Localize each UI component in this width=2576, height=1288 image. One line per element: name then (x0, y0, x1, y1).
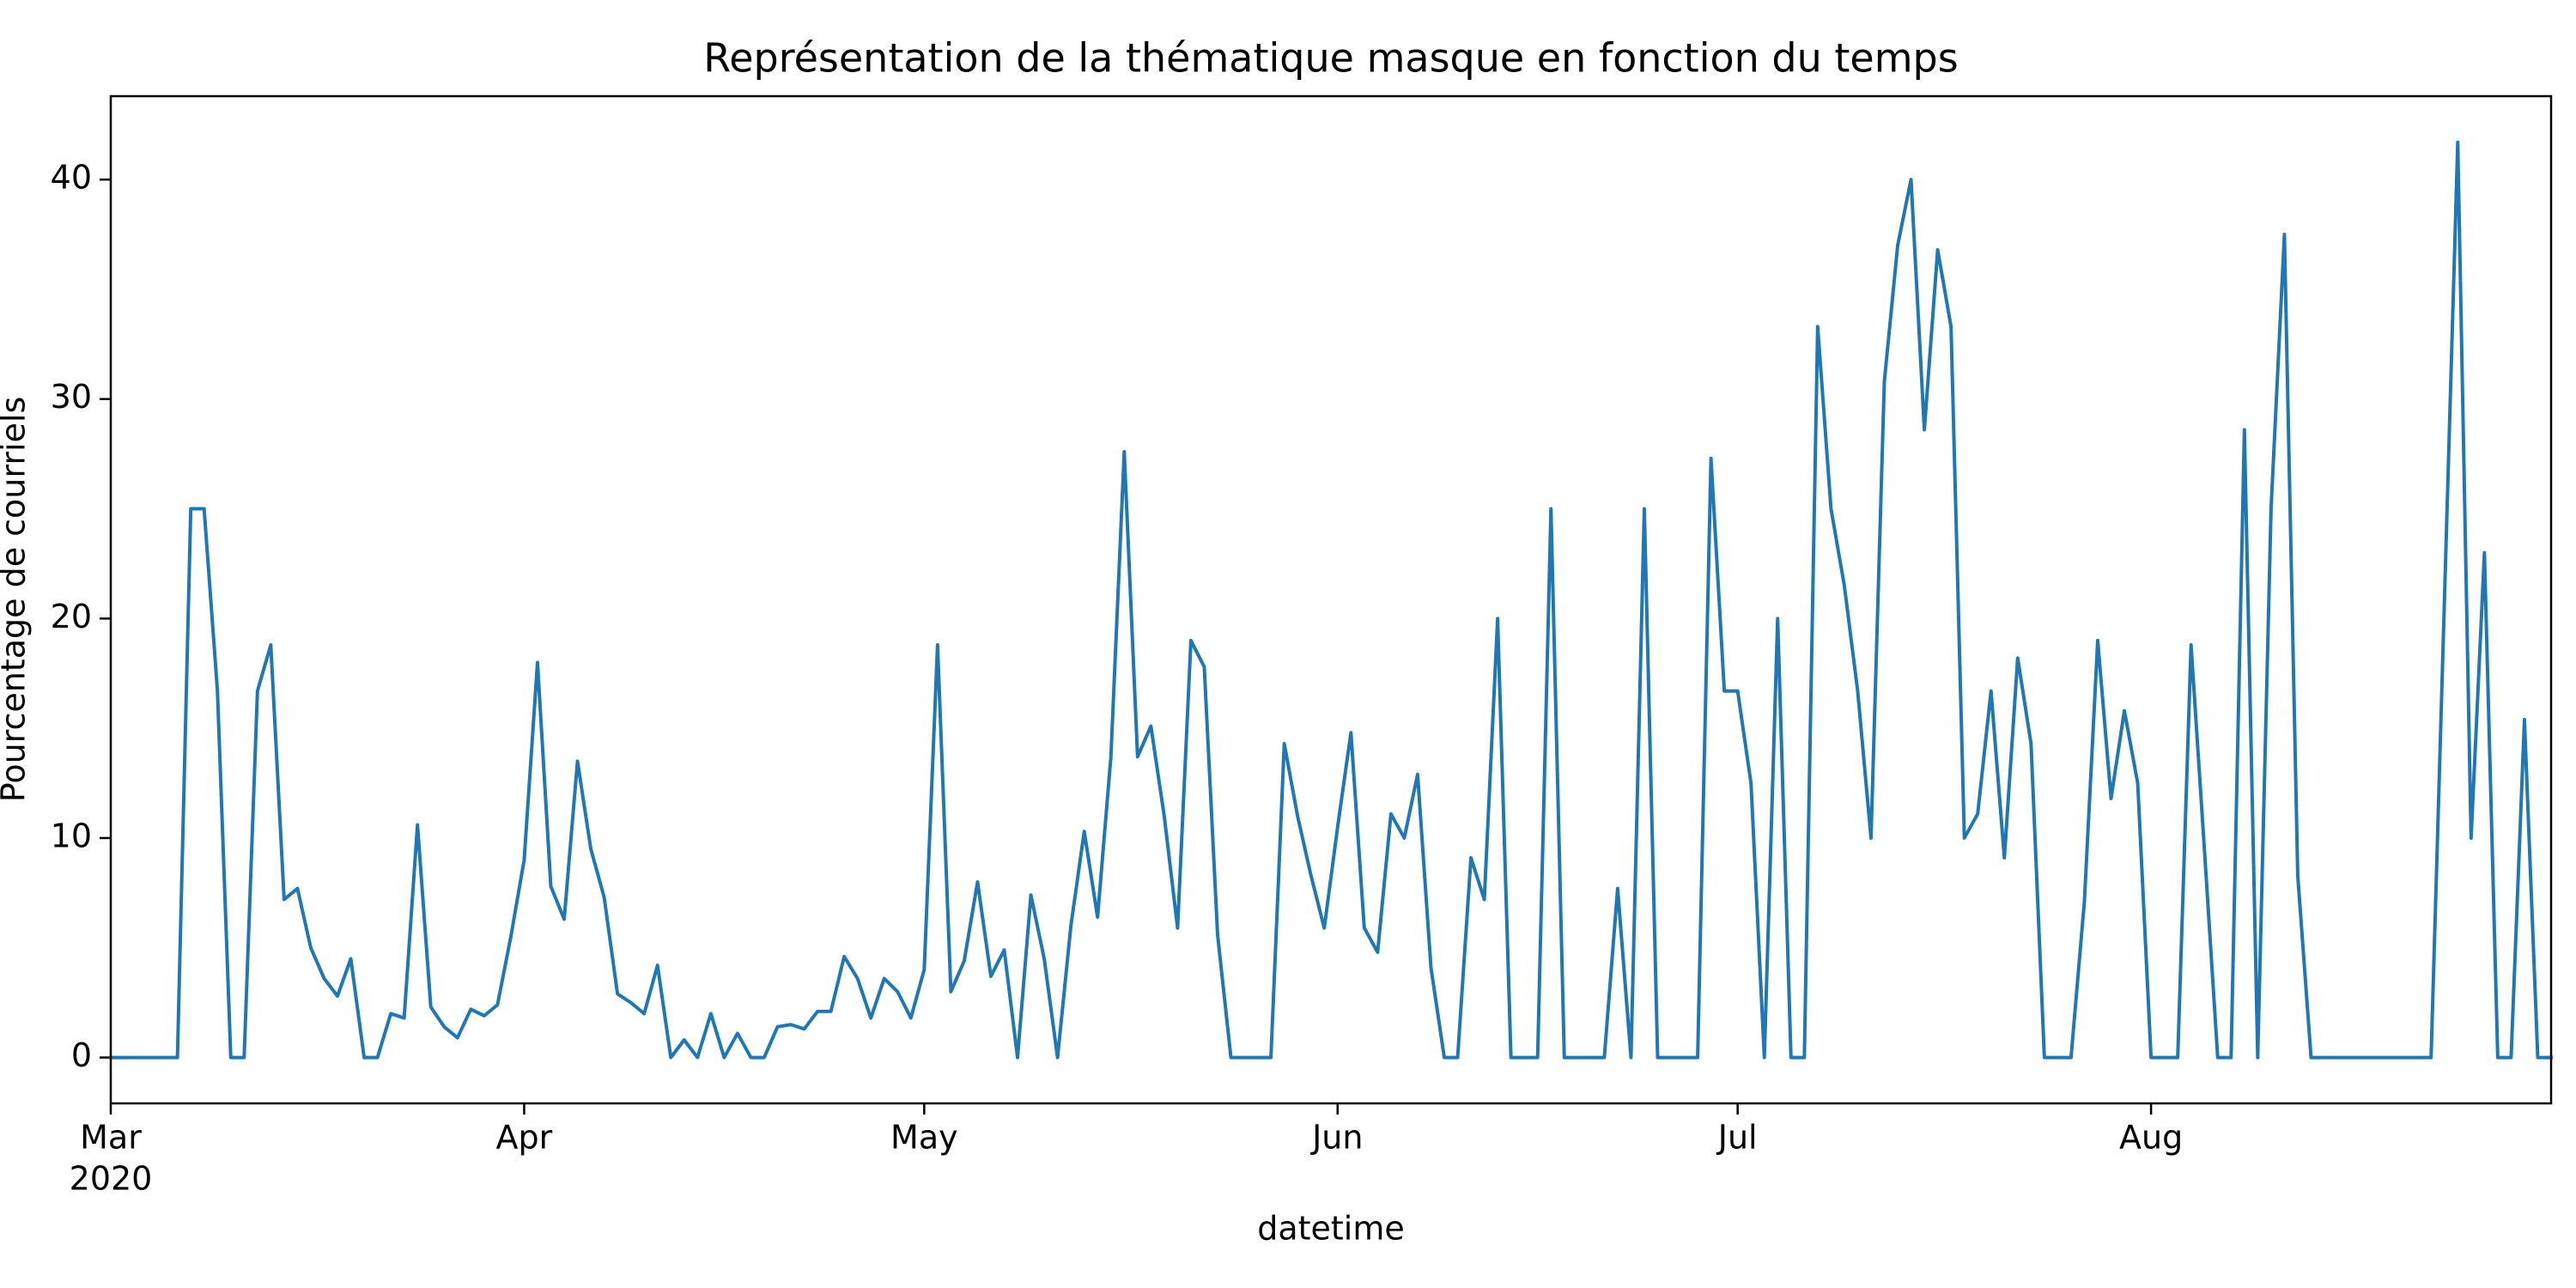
chart-title: Représentation de la thématique masque e… (703, 35, 1958, 82)
x-tick-label: Jul (1716, 1119, 1758, 1157)
x-tick-label: Aug (2119, 1119, 2183, 1157)
y-tick-label: 0 (71, 1036, 92, 1074)
plot-frame (109, 94, 2553, 1105)
y-tick-label: 20 (51, 598, 92, 635)
y-tick-label: 30 (51, 378, 92, 416)
x-tick-label: Mar (80, 1119, 142, 1157)
data-line (109, 140, 2553, 1060)
x-tick-label: May (890, 1119, 958, 1157)
x-tick-label: Jun (1310, 1119, 1363, 1157)
x-tick-label: Apr (496, 1119, 553, 1157)
y-axis-label: Pourcentage de courriels (0, 397, 33, 802)
y-tick-label: 10 (51, 817, 92, 854)
x-axis-label: datetime (1257, 1210, 1405, 1248)
x-tick-sublabel: 2020 (70, 1160, 153, 1198)
y-tick-label: 40 (51, 159, 92, 197)
